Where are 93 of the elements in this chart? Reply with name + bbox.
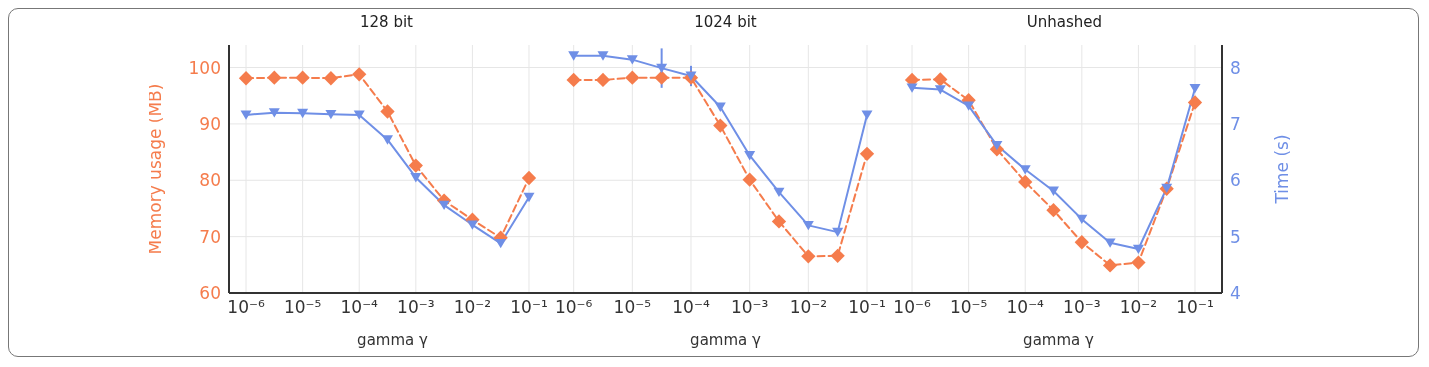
point: [295, 70, 310, 85]
point: [323, 71, 339, 86]
chart-title: 128 bit: [359, 13, 414, 33]
point: [380, 104, 395, 119]
point: [713, 118, 728, 133]
point: [1046, 203, 1061, 218]
point: [1018, 174, 1033, 190]
point: [771, 214, 787, 229]
point: [466, 220, 478, 230]
point: [1187, 95, 1203, 110]
point: [906, 83, 918, 93]
point: [325, 109, 337, 120]
point: [1048, 186, 1059, 196]
y-tick-label: 80: [199, 170, 221, 191]
point: [410, 173, 422, 183]
point: [744, 151, 756, 161]
point: [1074, 235, 1089, 250]
x-tick-label: 10⁻³: [397, 297, 435, 318]
chart-title: 1024 bit: [693, 13, 758, 33]
y2-tick-label: 6: [1230, 170, 1241, 191]
x-tick-label: 10⁻¹: [1176, 297, 1214, 318]
x-tick-label: 10⁻²: [789, 297, 828, 318]
point: [1132, 244, 1144, 254]
point: [268, 108, 280, 118]
x-tick-label: 10⁻¹: [510, 297, 548, 318]
point: [685, 71, 697, 81]
y-tick-label: 100: [188, 57, 221, 78]
point: [438, 200, 450, 211]
y2-axis-title: Time (s): [1272, 134, 1293, 205]
point: [742, 172, 757, 187]
point: [802, 220, 814, 231]
point: [991, 140, 1003, 151]
point: [773, 187, 785, 198]
point: [408, 158, 423, 173]
point: [267, 70, 282, 85]
point: [1019, 165, 1031, 175]
point: [1131, 255, 1146, 270]
y-tick-label: 60: [199, 283, 221, 304]
point: [832, 227, 844, 238]
y2-tick-label: 5: [1230, 226, 1241, 247]
point: [523, 192, 535, 203]
point: [1076, 214, 1088, 225]
point: [495, 239, 507, 249]
point: [595, 72, 611, 88]
point: [1104, 238, 1116, 248]
x-tick-label: 10⁻⁴: [672, 297, 710, 318]
chart-title: Unhashed: [1025, 13, 1104, 33]
point: [597, 51, 609, 61]
x-axis-title: gamma γ: [357, 331, 429, 349]
point: [352, 67, 367, 82]
x-tick-label: 10⁻³: [1063, 297, 1101, 318]
point: [353, 110, 365, 120]
x-axis-title: gamma γ: [1023, 331, 1095, 349]
y2-tick-label: 4: [1230, 283, 1241, 304]
x-axis-title: gamma γ: [690, 331, 762, 349]
y-tick-label: 70: [199, 226, 221, 247]
x-tick-label: 10⁻⁵: [283, 297, 322, 318]
point: [830, 248, 845, 263]
x-tick-label: 10⁻¹: [848, 297, 886, 318]
x-tick-label: 10⁻²: [453, 297, 492, 318]
point: [861, 110, 873, 120]
y2-tick-label: 8: [1230, 57, 1241, 78]
point: [963, 101, 975, 111]
point: [801, 249, 816, 264]
point: [859, 146, 875, 161]
point: [656, 63, 668, 74]
x-tick-label: 10⁻⁶: [893, 297, 931, 318]
point: [625, 70, 640, 85]
point: [714, 102, 726, 112]
x-tick-label: 10⁻⁴: [1006, 297, 1045, 318]
x-tick-label: 10⁻⁶: [227, 297, 265, 318]
point: [654, 70, 669, 85]
x-tick-label: 10⁻⁵: [613, 297, 652, 318]
x-tick-label: 10⁻²: [1119, 297, 1158, 318]
y-axis-title: Memory usage (MB): [145, 83, 166, 255]
point: [382, 135, 393, 145]
point: [568, 51, 580, 61]
x-tick-label: 10⁻⁵: [949, 297, 988, 318]
x-tick-label: 10⁻⁴: [340, 297, 379, 318]
point: [566, 72, 581, 88]
point: [521, 170, 537, 186]
y2-tick-label: 7: [1230, 113, 1241, 134]
point: [240, 110, 252, 120]
point: [238, 71, 254, 86]
y-tick-label: 90: [199, 113, 221, 134]
point: [1102, 258, 1118, 273]
x-tick-label: 10⁻³: [730, 297, 769, 318]
x-tick-label: 10⁻⁶: [554, 297, 593, 318]
point: [626, 55, 638, 65]
point: [1189, 84, 1201, 94]
point: [297, 108, 309, 119]
point: [934, 85, 946, 95]
point: [933, 72, 948, 87]
